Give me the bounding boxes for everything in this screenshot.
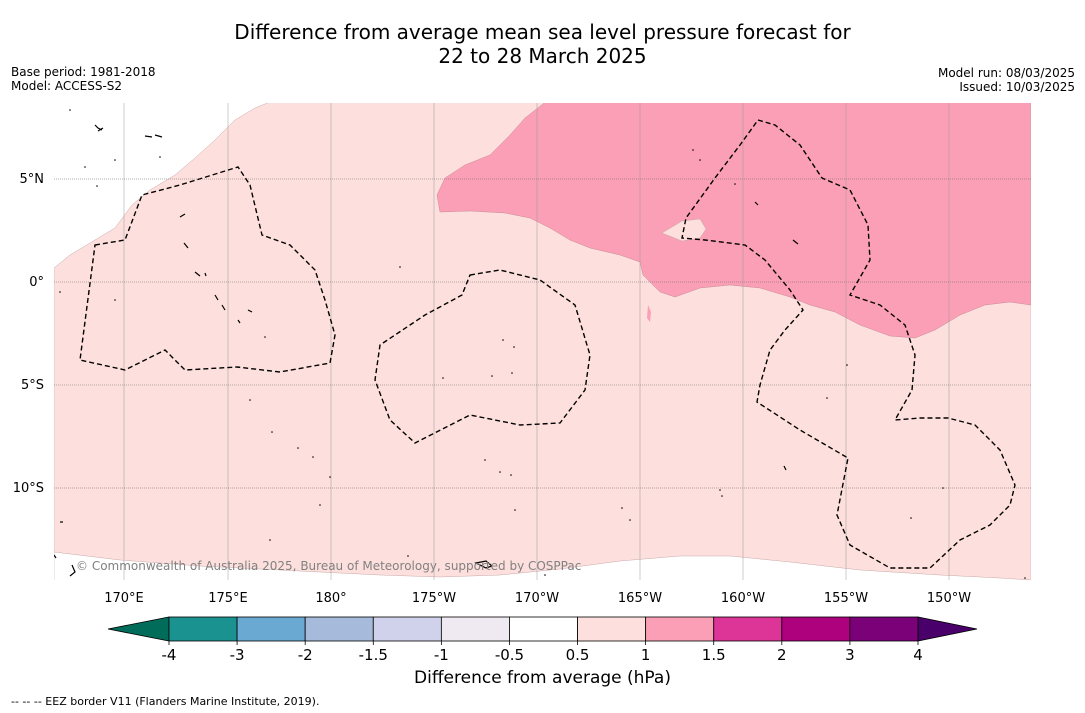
anomaly-region-mid <box>436 103 1031 339</box>
map-title: Difference from average mean sea level p… <box>0 20 1085 68</box>
colorbar-segment <box>713 616 783 642</box>
colorbar-segment <box>781 616 851 642</box>
colorbar-tick-label: 1.5 <box>702 646 726 664</box>
colorbar-segment <box>645 616 715 642</box>
map-area: © Commonwealth of Australia 2025, Bureau… <box>54 103 1031 580</box>
title-line-2: 22 to 28 March 2025 <box>438 44 647 68</box>
lat-label: 0° <box>29 275 44 290</box>
colorbar-segment <box>440 616 510 642</box>
colorbar-label: Difference from average (hPa) <box>414 668 671 688</box>
lon-label: 170°W <box>515 591 559 606</box>
lon-label: 170°E <box>104 591 144 606</box>
lon-label: 165°W <box>618 591 662 606</box>
issued-date: Issued: 10/03/2025 <box>959 80 1075 94</box>
colorbar-segment <box>236 616 306 642</box>
colorbar-segment <box>577 616 647 642</box>
lon-labels: 170°E 175°E 180° 175°W 170°W 165°W 160°W… <box>104 591 971 606</box>
colorbar-tick-label: -2 <box>298 646 313 664</box>
colorbar-tick-label: 1 <box>641 646 651 664</box>
colorbar-tick-label: 0.5 <box>566 646 590 664</box>
lon-label: 175°W <box>412 591 456 606</box>
colorbar-segment <box>168 616 238 642</box>
model-name: Model: ACCESS-S2 <box>11 79 123 93</box>
islands <box>54 124 799 577</box>
lat-label: 10°S <box>13 481 44 496</box>
colorbar-tick-label: -1.5 <box>359 646 388 664</box>
lon-label: 160°W <box>721 591 765 606</box>
eez-borders <box>79 119 1016 569</box>
colorbar-segment <box>849 616 919 642</box>
colorbar-tick-label: -1 <box>434 646 449 664</box>
colorbar-tick-label: -4 <box>162 646 177 664</box>
colorbar-over-arrow <box>917 616 978 642</box>
colorbar-tick-label: 4 <box>913 646 923 664</box>
colorbar-tick-label: -3 <box>230 646 245 664</box>
small-islands <box>59 109 1026 579</box>
colorbar-tick-label: 3 <box>845 646 855 664</box>
copyright-credit: © Commonwealth of Australia 2025, Bureau… <box>76 559 581 573</box>
colorbar-tick-label: 2 <box>777 646 787 664</box>
anomaly-pocket-mid <box>647 305 651 322</box>
gridlines <box>123 103 950 580</box>
model-run: Model run: 08/03/2025 <box>937 66 1075 80</box>
colorbar-segment <box>304 616 374 642</box>
title-line-1: Difference from average mean sea level p… <box>234 20 851 44</box>
meta-right: Model run: 08/03/2025 Issued: 10/03/2025 <box>938 66 1075 94</box>
eez-footnote: -- -- -- EEZ border V11 (Flanders Marine… <box>11 695 320 708</box>
base-period: Base period: 1981-2018 <box>11 65 156 79</box>
colorbar-segment <box>509 616 578 642</box>
colorbar: -4 -3 -2 -1.5 -1 -0.5 0.5 1 1.5 2 3 4 <box>107 616 978 664</box>
lat-label: 5°N <box>20 172 45 187</box>
lon-label: 180° <box>315 591 346 606</box>
colorbar-tick-label: -0.5 <box>495 646 524 664</box>
white-region-bottom <box>54 551 1031 580</box>
lat-label: 5°S <box>21 378 44 393</box>
lon-label: 175°E <box>208 591 248 606</box>
lon-label: 155°W <box>824 591 868 606</box>
lat-labels: 5°N 0° 5°S 10°S <box>13 172 44 496</box>
lon-label: 150°W <box>927 591 971 606</box>
colorbar-segment <box>372 616 442 642</box>
colorbar-under-arrow <box>107 616 170 642</box>
meta-left: Base period: 1981-2018 Model: ACCESS-S2 <box>11 65 156 93</box>
